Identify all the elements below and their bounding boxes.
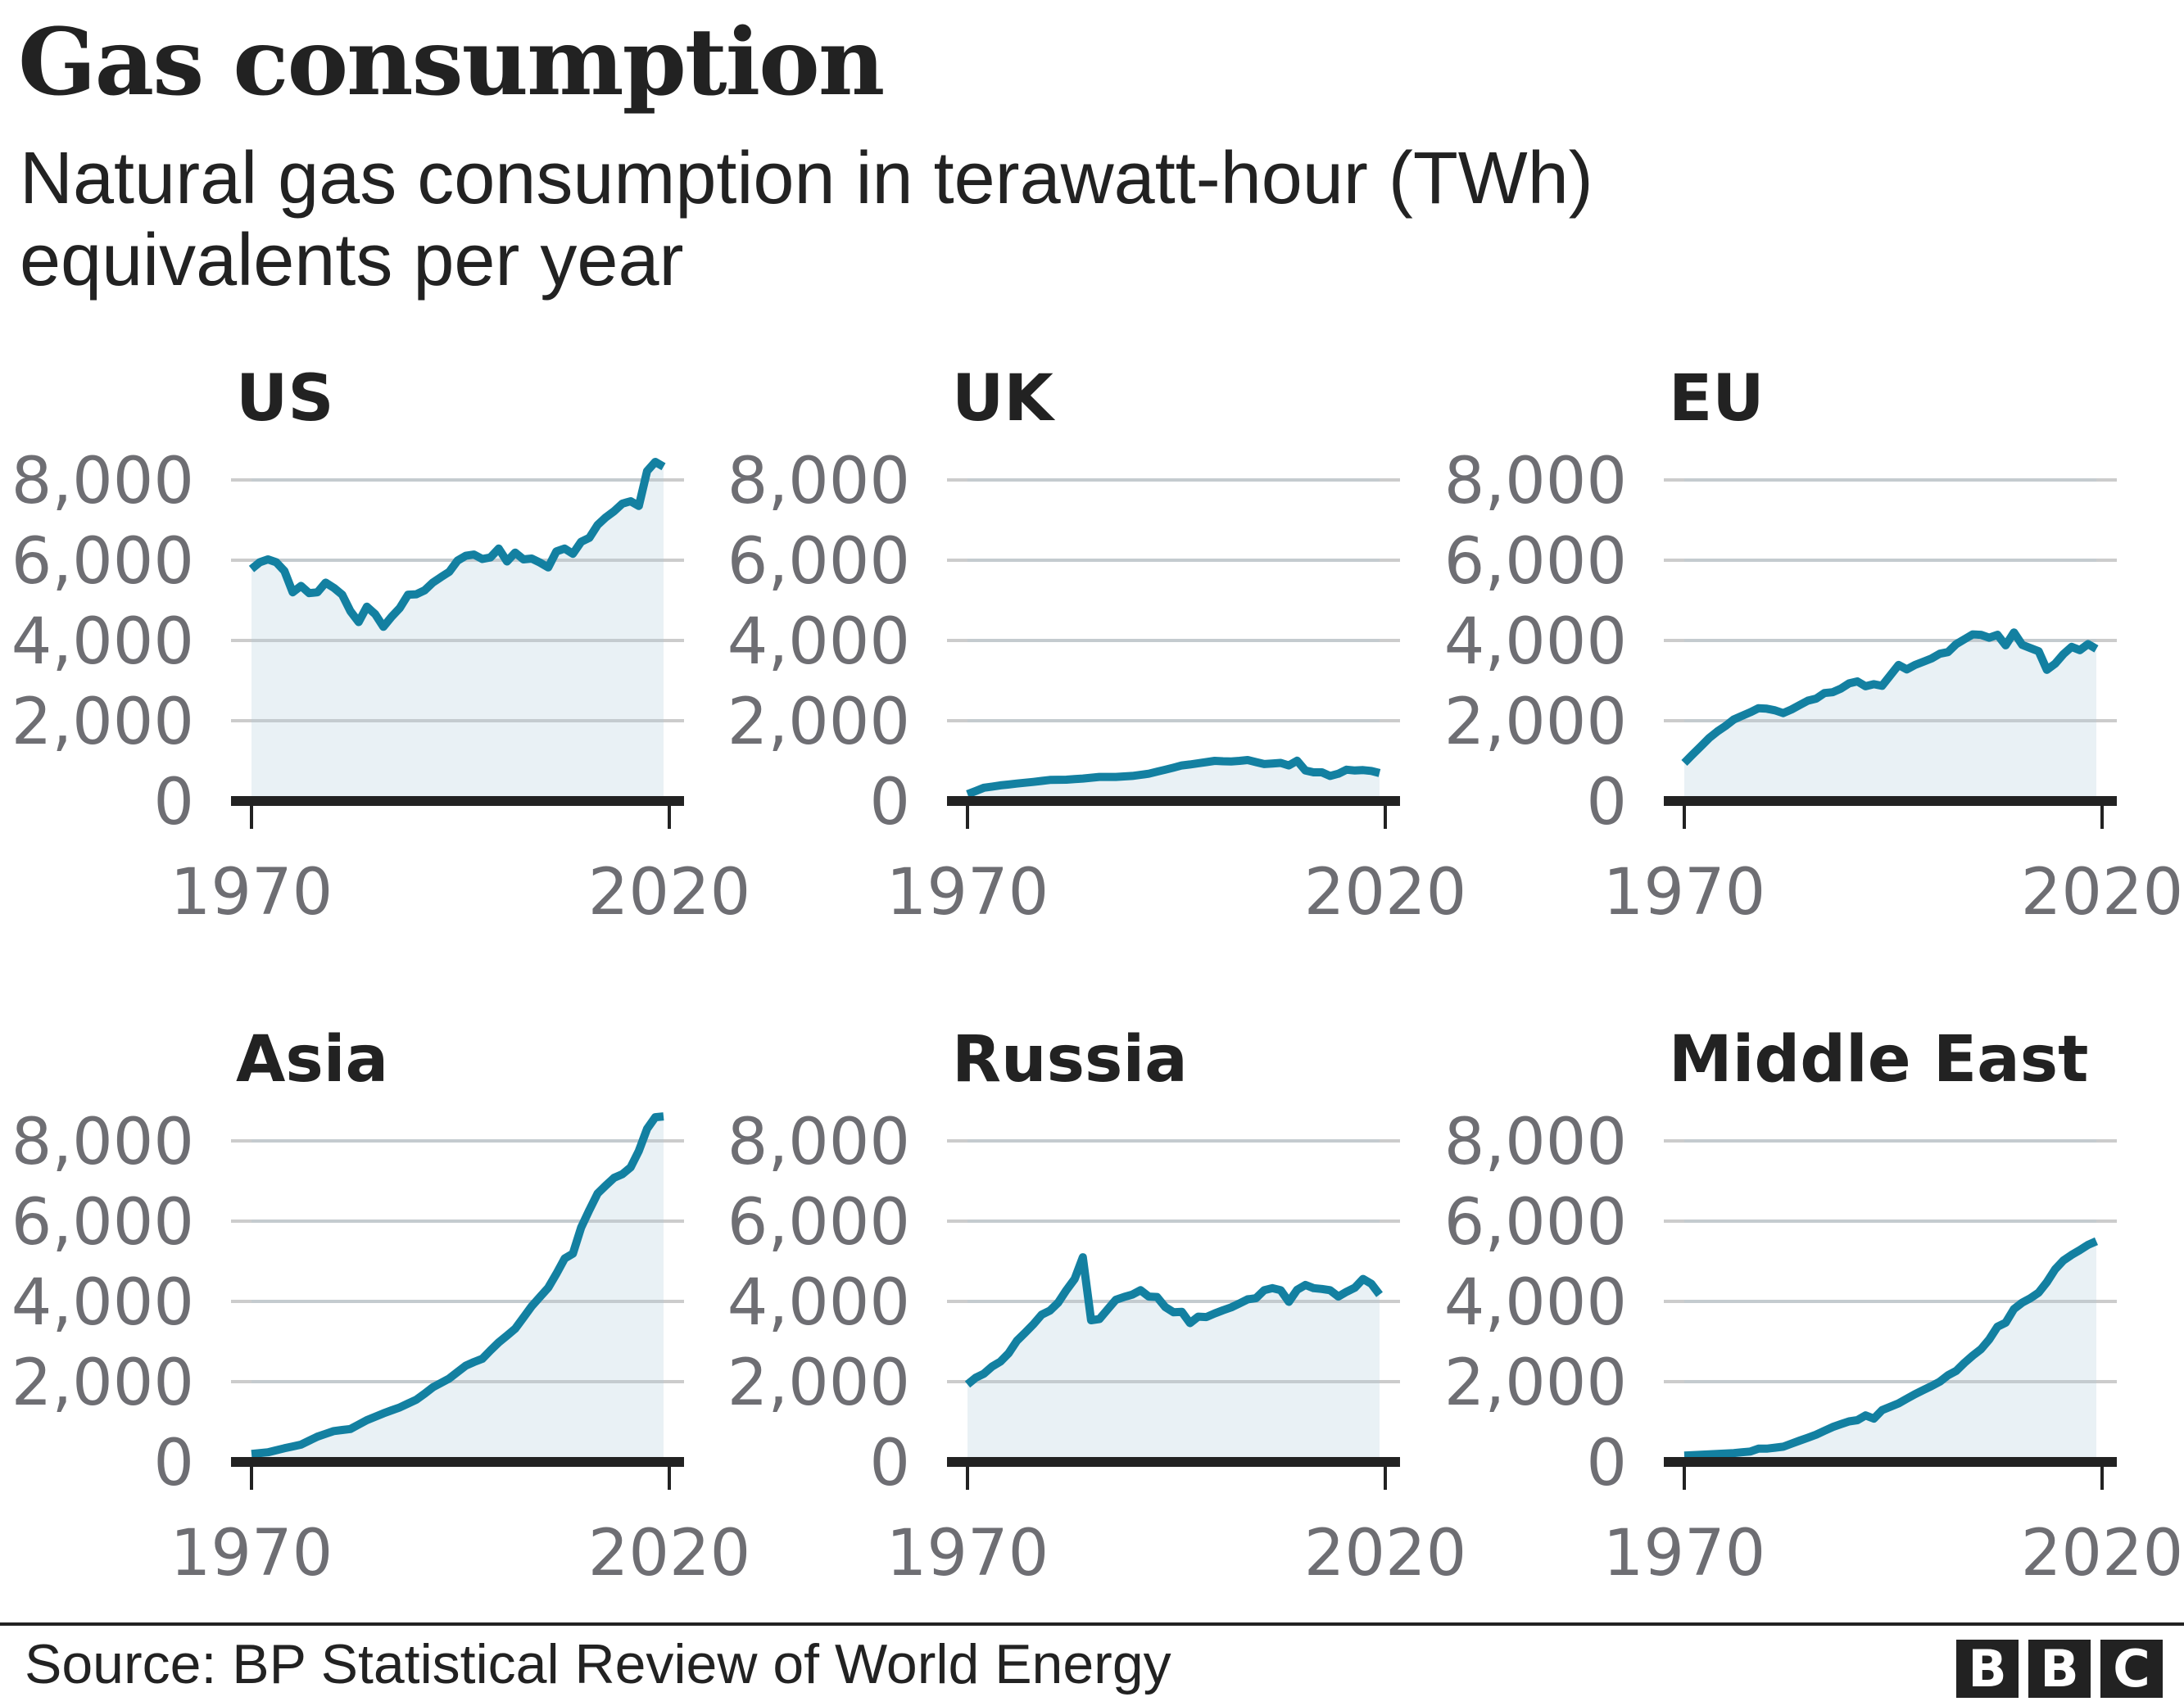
x-tick-label: 1970: [170, 1517, 333, 1591]
y-tick-label: 0: [1586, 766, 1627, 839]
y-tick-label: 0: [153, 766, 194, 839]
x-tick: [668, 1467, 671, 1490]
y-tick-label: 6,000: [1444, 525, 1627, 599]
x-tick-label: 2020: [588, 856, 751, 930]
y-tick-label: 0: [153, 1427, 194, 1500]
x-tick: [250, 806, 253, 829]
x-tick-label: 1970: [170, 856, 333, 930]
x-tick: [250, 1467, 253, 1490]
x-axis-line: [1664, 796, 2117, 806]
y-tick-label: 8,000: [727, 445, 910, 518]
x-tick-label: 2020: [2021, 1517, 2184, 1591]
x-axis-line: [231, 1457, 684, 1467]
y-tick-label: 4,000: [727, 1266, 910, 1340]
footer-divider: [0, 1622, 2184, 1626]
area-fill: [967, 760, 1380, 801]
y-tick-label: 0: [869, 766, 910, 839]
x-tick: [668, 806, 671, 829]
y-tick-label: 8,000: [11, 1106, 194, 1179]
bbc-logo-letter: B: [2028, 1640, 2091, 1698]
y-tick-label: 0: [1586, 1427, 1627, 1500]
y-tick-label: 8,000: [11, 445, 194, 518]
x-tick-label: 2020: [2021, 856, 2184, 930]
y-tick-label: 2,000: [1444, 1346, 1627, 1420]
bbc-logo: B B C: [1956, 1640, 2163, 1698]
y-tick-label: 4,000: [1444, 1266, 1627, 1340]
y-tick-label: 4,000: [11, 1266, 194, 1340]
x-axis-line: [231, 796, 684, 806]
x-tick: [1683, 806, 1686, 829]
bbc-logo-letter: B: [1956, 1640, 2019, 1698]
panel-title: US: [236, 362, 334, 436]
x-axis-line: [1664, 1457, 2117, 1467]
x-axis-line: [947, 796, 1400, 806]
x-tick-label: 2020: [1304, 1517, 1467, 1591]
y-tick-label: 4,000: [727, 605, 910, 679]
x-tick-label: 1970: [886, 1517, 1049, 1591]
y-tick-label: 4,000: [1444, 605, 1627, 679]
x-tick-label: 1970: [1603, 1517, 1766, 1591]
y-tick-label: 6,000: [11, 525, 194, 599]
x-tick: [2100, 806, 2104, 829]
area-fill: [967, 1257, 1380, 1462]
y-tick-label: 8,000: [727, 1106, 910, 1179]
area-fill: [251, 462, 664, 801]
y-tick-label: 8,000: [1444, 1106, 1627, 1179]
y-tick-label: 6,000: [727, 525, 910, 599]
y-tick-label: 2,000: [1444, 686, 1627, 759]
x-tick-label: 2020: [588, 1517, 751, 1591]
y-tick-label: 2,000: [11, 686, 194, 759]
y-tick-label: 0: [869, 1427, 910, 1500]
y-tick-label: 8,000: [1444, 445, 1627, 518]
chart-title: Gas consumption: [18, 9, 885, 116]
panel-title: Russia: [952, 1023, 1188, 1097]
x-tick: [1384, 1467, 1387, 1490]
panel-title: Middle East: [1669, 1023, 2088, 1097]
area-fill: [251, 1116, 664, 1462]
source-note: Source: BP Statistical Review of World E…: [25, 1633, 1171, 1695]
y-tick-label: 2,000: [727, 1346, 910, 1420]
x-tick: [966, 1467, 969, 1490]
panel-title: EU: [1669, 362, 1765, 436]
x-tick: [1384, 806, 1387, 829]
bbc-logo-letter: C: [2100, 1640, 2163, 1698]
area-fill: [1684, 632, 2096, 801]
panel-title: UK: [952, 362, 1055, 436]
area-fill: [1684, 1241, 2096, 1462]
x-tick: [1683, 1467, 1686, 1490]
y-tick-label: 4,000: [11, 605, 194, 679]
x-axis-line: [947, 1457, 1400, 1467]
y-tick-label: 6,000: [11, 1186, 194, 1260]
x-tick-label: 2020: [1304, 856, 1467, 930]
chart-subtitle: Natural gas consumption in terawatt-hour…: [20, 138, 1593, 301]
x-tick: [966, 806, 969, 829]
x-tick: [2100, 1467, 2104, 1490]
x-tick-label: 1970: [886, 856, 1049, 930]
y-tick-label: 6,000: [1444, 1186, 1627, 1260]
y-tick-label: 2,000: [11, 1346, 194, 1420]
y-tick-label: 6,000: [727, 1186, 910, 1260]
panel-title: Asia: [236, 1023, 388, 1097]
x-tick-label: 1970: [1603, 856, 1766, 930]
y-tick-label: 2,000: [727, 686, 910, 759]
